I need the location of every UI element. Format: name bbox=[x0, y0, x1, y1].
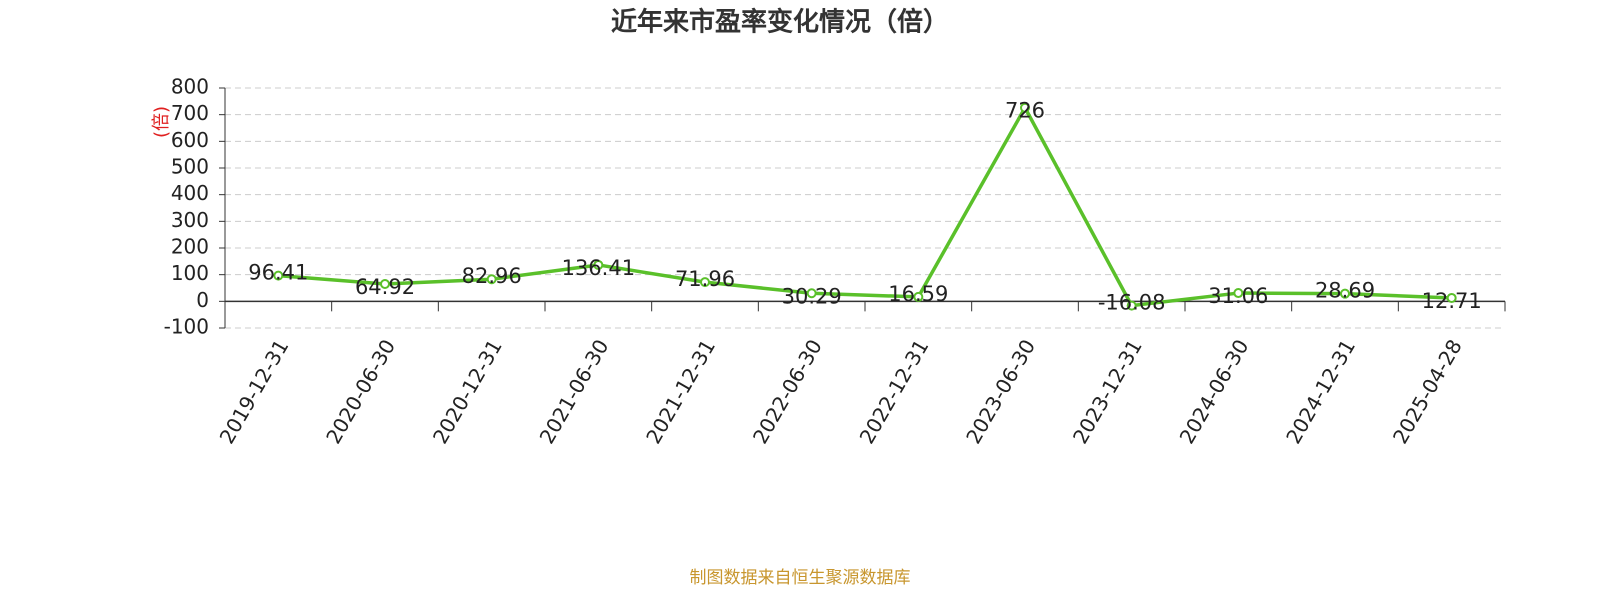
x-tick-label: 2021-12-31 bbox=[641, 335, 720, 448]
y-tick-label: 200 bbox=[171, 235, 209, 259]
value-label: 16.59 bbox=[888, 282, 948, 306]
value-label: 726 bbox=[1005, 99, 1045, 123]
data-point bbox=[913, 291, 924, 302]
data-point bbox=[1446, 292, 1457, 303]
data-point bbox=[273, 270, 284, 281]
data-line bbox=[278, 105, 1452, 308]
x-tick-label: 2019-12-31 bbox=[215, 335, 294, 448]
value-label: 30.29 bbox=[782, 284, 842, 308]
value-label: 96.41 bbox=[248, 261, 308, 285]
x-tick-label: 2022-12-31 bbox=[855, 335, 934, 448]
data-point bbox=[1340, 288, 1350, 299]
data-point bbox=[806, 288, 817, 299]
data-point bbox=[1020, 102, 1030, 113]
value-label: 12.71 bbox=[1422, 289, 1482, 313]
y-tick-label: 100 bbox=[171, 261, 209, 285]
value-label: 64.92 bbox=[355, 275, 415, 299]
x-tick-label: 2022-06-30 bbox=[748, 335, 827, 448]
x-tick-label: 2024-06-30 bbox=[1175, 335, 1254, 448]
data-point bbox=[1126, 300, 1137, 311]
x-tick-label: 2023-12-31 bbox=[1068, 335, 1147, 448]
chart-title: 近年来市盈率变化情况（倍） bbox=[611, 7, 949, 38]
value-label: 31.06 bbox=[1208, 284, 1268, 308]
x-tick-label: 2020-12-31 bbox=[428, 335, 507, 448]
data-point bbox=[380, 279, 390, 290]
value-label: 82.96 bbox=[462, 264, 522, 288]
value-label: 28.69 bbox=[1315, 279, 1375, 303]
y-tick-label: 800 bbox=[171, 75, 209, 99]
data-point bbox=[593, 259, 604, 270]
y-tick-label: -100 bbox=[164, 315, 209, 339]
data-point bbox=[700, 277, 710, 288]
value-label: 136.41 bbox=[562, 256, 635, 280]
x-tick-label: 2020-06-30 bbox=[321, 335, 400, 448]
x-tick-label: 2025-04-28 bbox=[1388, 335, 1467, 448]
source-note: 制图数据来自恒生聚源数据库 bbox=[690, 568, 911, 588]
y-axis-label: (倍) bbox=[151, 106, 172, 138]
y-tick-label: 600 bbox=[171, 128, 209, 152]
y-tick-label: 300 bbox=[171, 208, 209, 232]
y-tick-label: 400 bbox=[171, 181, 209, 205]
data-point bbox=[1233, 288, 1244, 299]
value-label: -16.08 bbox=[1098, 291, 1166, 315]
y-tick-label: 700 bbox=[171, 101, 209, 125]
y-tick-label: 500 bbox=[171, 155, 209, 179]
y-tick-label: 0 bbox=[196, 288, 209, 312]
data-point bbox=[486, 274, 497, 285]
x-tick-label: 2021-06-30 bbox=[535, 335, 614, 448]
x-tick-label: 2024-12-31 bbox=[1281, 335, 1360, 448]
x-tick-label: 2023-06-30 bbox=[961, 335, 1040, 448]
value-label: 71.96 bbox=[675, 267, 735, 291]
